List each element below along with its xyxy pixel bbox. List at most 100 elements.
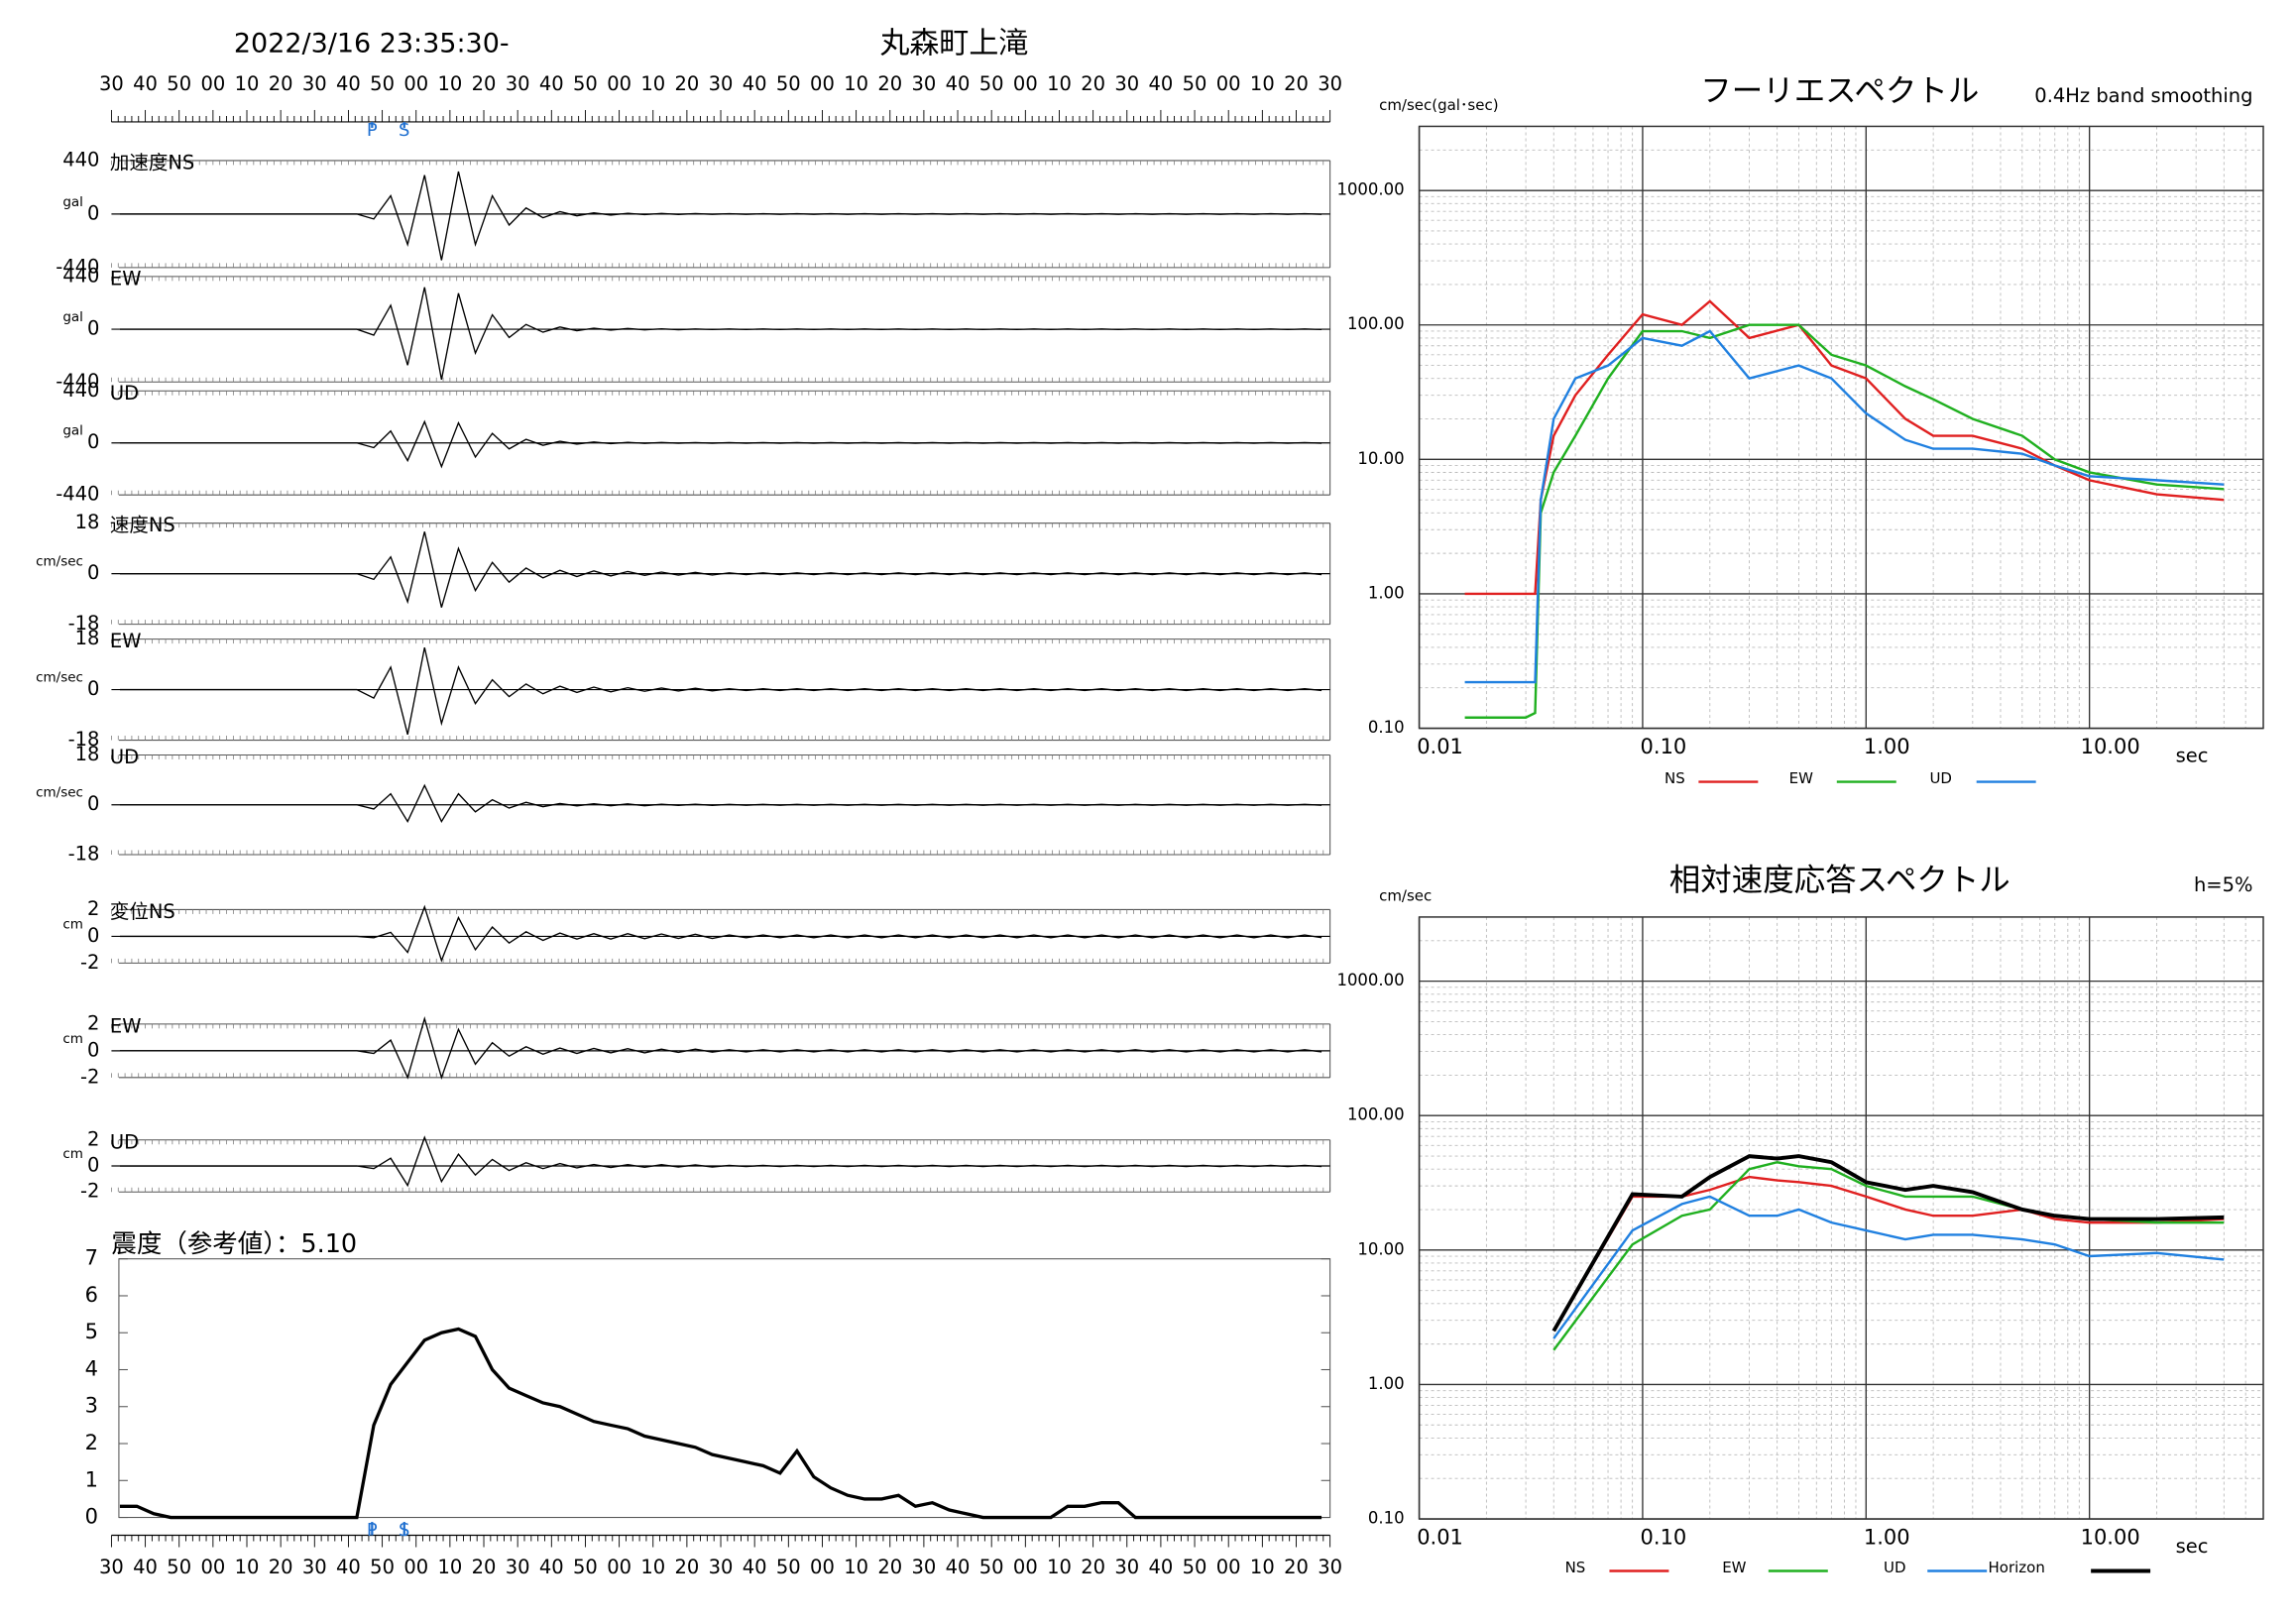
intensity-line	[119, 1327, 1322, 1520]
x-tick-label: 1.00	[1864, 735, 1910, 758]
time-label: 30	[912, 72, 937, 95]
panel-tick-label: 0	[87, 792, 99, 815]
time-label: 30	[99, 72, 124, 95]
time-label: 50	[370, 1556, 395, 1578]
time-label: 10	[235, 72, 260, 95]
time-label: 40	[336, 1556, 361, 1578]
x-tick-label: 0.10	[1641, 735, 1687, 758]
panel-tick-label: 0	[87, 317, 99, 340]
time-label: 20	[674, 72, 699, 95]
y-tick-label: 1000.00	[1336, 180, 1404, 199]
panel-unit: gal	[62, 194, 83, 210]
spectrum-frame	[1418, 125, 2264, 730]
panel-label: UD	[110, 746, 139, 768]
time-label: 30	[1318, 1556, 1342, 1578]
panel-unit: cm/sec	[36, 670, 83, 686]
time-label: 40	[946, 1556, 971, 1578]
time-label: 30	[506, 72, 530, 95]
time-label: 00	[1013, 1556, 1038, 1578]
x-tick-label: 0.10	[1641, 1526, 1687, 1550]
station: 丸森町上滝	[879, 27, 1028, 61]
panel-unit: gal	[62, 423, 83, 439]
time-label: 10	[1250, 72, 1275, 95]
time-label: 00	[200, 72, 225, 95]
panel-unit: cm	[62, 1031, 83, 1047]
time-label: 20	[1284, 72, 1309, 95]
time-label: 00	[1013, 72, 1038, 95]
y-tick-label: 100.00	[1347, 314, 1405, 333]
spectrum-y-unit: cm/sec(gal･sec)	[1379, 96, 1498, 114]
legend-label: Horizon	[1989, 1559, 2045, 1576]
panel-tick-label: 0	[87, 677, 99, 700]
panel-tick-label: 0	[87, 201, 99, 224]
time-label: 00	[1216, 1556, 1241, 1578]
phase-label: S	[399, 120, 409, 141]
x-tick-label: 1.00	[1864, 1526, 1910, 1550]
panel-tick-label: -440	[56, 483, 99, 506]
panel-tick-label: -18	[68, 612, 100, 635]
time-label: 30	[1318, 72, 1342, 95]
intensity-tick-label: 6	[85, 1283, 98, 1307]
time-label: 10	[1047, 72, 1072, 95]
panel-label: 変位NS	[110, 900, 175, 923]
waveform	[119, 419, 1322, 469]
legend-label: NS	[1565, 1559, 1586, 1576]
legend-label: EW	[1789, 769, 1813, 787]
panel-tick-label: -2	[80, 1065, 99, 1088]
panel-label: 加速度NS	[110, 151, 194, 174]
spectrum-line	[1464, 299, 2225, 596]
x-tick-label: 10.00	[2081, 735, 2140, 758]
time-label: 00	[607, 1556, 631, 1578]
panel-tick-label: 0	[87, 1038, 99, 1061]
phase-label: P	[367, 1520, 378, 1541]
intensity-tick-label: 4	[85, 1356, 98, 1380]
time-label: 50	[1183, 72, 1207, 95]
time-label: 00	[200, 1556, 225, 1578]
spectrum-title: 相対速度応答スペクトル	[1669, 863, 2010, 898]
intensity-tick-label: 2	[85, 1431, 98, 1454]
spectrum-subtitle: h=5%	[2194, 873, 2253, 896]
spectrum-x-unit: sec	[2176, 745, 2209, 767]
time-label: 30	[709, 72, 734, 95]
time-label: 40	[539, 72, 564, 95]
spectrum-subtitle: 0.4Hz band smoothing	[2034, 84, 2252, 107]
time-label: 40	[336, 72, 361, 95]
time-label: 30	[912, 1556, 937, 1578]
time-label: 40	[946, 72, 971, 95]
spectrum-title: フーリエスペクトル	[1700, 73, 1979, 109]
time-label: 20	[472, 1556, 497, 1578]
y-tick-label: 10.00	[1357, 449, 1404, 468]
panel-unit: gal	[62, 309, 83, 325]
time-label: 20	[1284, 1556, 1309, 1578]
panel-label: 速度NS	[110, 514, 175, 536]
legend-label: UD	[1884, 1559, 1906, 1576]
time-label: 30	[506, 1556, 530, 1578]
y-tick-label: 10.00	[1357, 1239, 1404, 1258]
y-tick-label: 1000.00	[1336, 971, 1404, 989]
time-label: 50	[979, 72, 1004, 95]
spectrum-line	[1552, 1175, 2225, 1333]
y-tick-label: 0.10	[1368, 1509, 1405, 1528]
time-label: 10	[235, 1556, 260, 1578]
datetime: 2022/3/16 23:35:30-	[234, 29, 510, 59]
panel-tick-label: 440	[62, 148, 99, 171]
waveform	[119, 287, 1322, 381]
time-label: 00	[607, 72, 631, 95]
panel-tick-label: 0	[87, 1154, 99, 1177]
spectrum-line	[1464, 329, 2225, 684]
legend-label: NS	[1665, 769, 1685, 787]
intensity-tick-label: 5	[85, 1320, 98, 1343]
waveform	[119, 647, 1322, 736]
panel-tick-label: 440	[62, 264, 99, 287]
time-label: 50	[167, 72, 191, 95]
time-label: 30	[1114, 72, 1139, 95]
time-label: 50	[573, 72, 598, 95]
time-label: 40	[539, 1556, 564, 1578]
intensity-tick-label: 0	[85, 1505, 98, 1529]
intensity-tick-label: 3	[85, 1394, 98, 1418]
panel-label: EW	[110, 1014, 142, 1037]
panel-label: EW	[110, 267, 142, 290]
panel-tick-label: 2	[87, 1011, 99, 1034]
panel-tick-label: 440	[62, 379, 99, 402]
time-label: 10	[437, 72, 462, 95]
